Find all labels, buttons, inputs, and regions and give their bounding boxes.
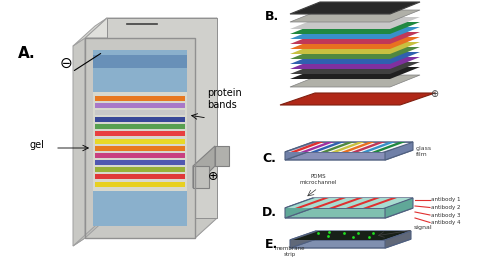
- Polygon shape: [290, 75, 420, 87]
- Polygon shape: [290, 57, 420, 69]
- Polygon shape: [95, 146, 185, 151]
- Polygon shape: [300, 142, 334, 152]
- Polygon shape: [285, 198, 313, 218]
- Polygon shape: [93, 50, 187, 92]
- Polygon shape: [85, 18, 217, 38]
- Polygon shape: [363, 198, 397, 208]
- Polygon shape: [290, 62, 420, 74]
- Text: ⊕: ⊕: [430, 89, 438, 99]
- Text: antibody 4: antibody 4: [431, 220, 460, 225]
- Polygon shape: [293, 231, 408, 240]
- Polygon shape: [95, 160, 185, 165]
- Text: C.: C.: [262, 152, 276, 165]
- Polygon shape: [285, 198, 413, 208]
- Text: ⊖: ⊖: [60, 56, 73, 71]
- Polygon shape: [287, 198, 411, 208]
- Polygon shape: [290, 42, 420, 54]
- Polygon shape: [95, 110, 185, 115]
- Text: B.: B.: [265, 10, 279, 23]
- Polygon shape: [311, 142, 344, 152]
- Polygon shape: [312, 198, 346, 208]
- Polygon shape: [385, 198, 413, 218]
- Polygon shape: [285, 142, 313, 160]
- Polygon shape: [193, 166, 209, 188]
- Polygon shape: [290, 231, 411, 240]
- Polygon shape: [93, 55, 187, 68]
- Polygon shape: [290, 239, 411, 248]
- Polygon shape: [290, 2, 420, 14]
- Polygon shape: [290, 231, 316, 248]
- Polygon shape: [95, 103, 185, 108]
- Polygon shape: [346, 198, 380, 208]
- Polygon shape: [73, 18, 107, 46]
- Polygon shape: [107, 18, 217, 218]
- Text: gel: gel: [30, 140, 45, 150]
- Polygon shape: [95, 131, 185, 137]
- Polygon shape: [290, 47, 420, 59]
- Polygon shape: [85, 38, 195, 238]
- Polygon shape: [285, 150, 413, 160]
- Polygon shape: [351, 142, 385, 152]
- Polygon shape: [215, 146, 229, 166]
- Polygon shape: [95, 96, 185, 101]
- Text: antibody 2: antibody 2: [431, 205, 460, 210]
- Polygon shape: [385, 231, 411, 248]
- Text: ⊕: ⊕: [208, 170, 218, 183]
- Polygon shape: [107, 18, 217, 38]
- Polygon shape: [95, 181, 185, 187]
- Text: signal: signal: [414, 225, 432, 230]
- Polygon shape: [95, 124, 185, 129]
- Text: membrane
strip: membrane strip: [275, 246, 305, 257]
- Polygon shape: [288, 143, 409, 152]
- Polygon shape: [73, 218, 107, 246]
- Text: protein
bands: protein bands: [207, 88, 242, 110]
- Polygon shape: [195, 18, 217, 238]
- Polygon shape: [285, 142, 413, 152]
- Text: D.: D.: [262, 206, 277, 219]
- Polygon shape: [290, 32, 420, 44]
- Polygon shape: [321, 142, 355, 152]
- Text: PVDF: PVDF: [282, 106, 300, 112]
- Polygon shape: [295, 198, 329, 208]
- Polygon shape: [73, 38, 85, 246]
- Polygon shape: [290, 142, 324, 152]
- Text: PDMS
microchannel: PDMS microchannel: [300, 174, 336, 185]
- Polygon shape: [95, 139, 185, 144]
- Text: antibody 1: antibody 1: [431, 197, 460, 202]
- Polygon shape: [290, 17, 420, 29]
- Polygon shape: [193, 146, 215, 188]
- Polygon shape: [285, 208, 413, 218]
- Text: A.: A.: [18, 46, 36, 61]
- Text: E.: E.: [265, 238, 278, 251]
- Polygon shape: [290, 27, 420, 39]
- Text: glass
film: glass film: [416, 146, 432, 157]
- Polygon shape: [93, 92, 187, 191]
- Polygon shape: [95, 174, 185, 180]
- Polygon shape: [341, 142, 375, 152]
- Polygon shape: [290, 37, 420, 49]
- Polygon shape: [93, 191, 187, 226]
- Polygon shape: [331, 142, 365, 152]
- Polygon shape: [85, 18, 107, 238]
- Polygon shape: [290, 67, 420, 79]
- Text: antibody 3: antibody 3: [431, 212, 460, 218]
- Polygon shape: [95, 167, 185, 172]
- Polygon shape: [290, 10, 420, 22]
- Polygon shape: [290, 52, 420, 64]
- Polygon shape: [280, 93, 435, 105]
- Polygon shape: [329, 198, 363, 208]
- Polygon shape: [85, 218, 217, 238]
- Polygon shape: [95, 117, 185, 122]
- Polygon shape: [95, 153, 185, 158]
- Polygon shape: [372, 142, 406, 152]
- Polygon shape: [385, 142, 413, 160]
- Polygon shape: [361, 142, 396, 152]
- Polygon shape: [290, 22, 420, 34]
